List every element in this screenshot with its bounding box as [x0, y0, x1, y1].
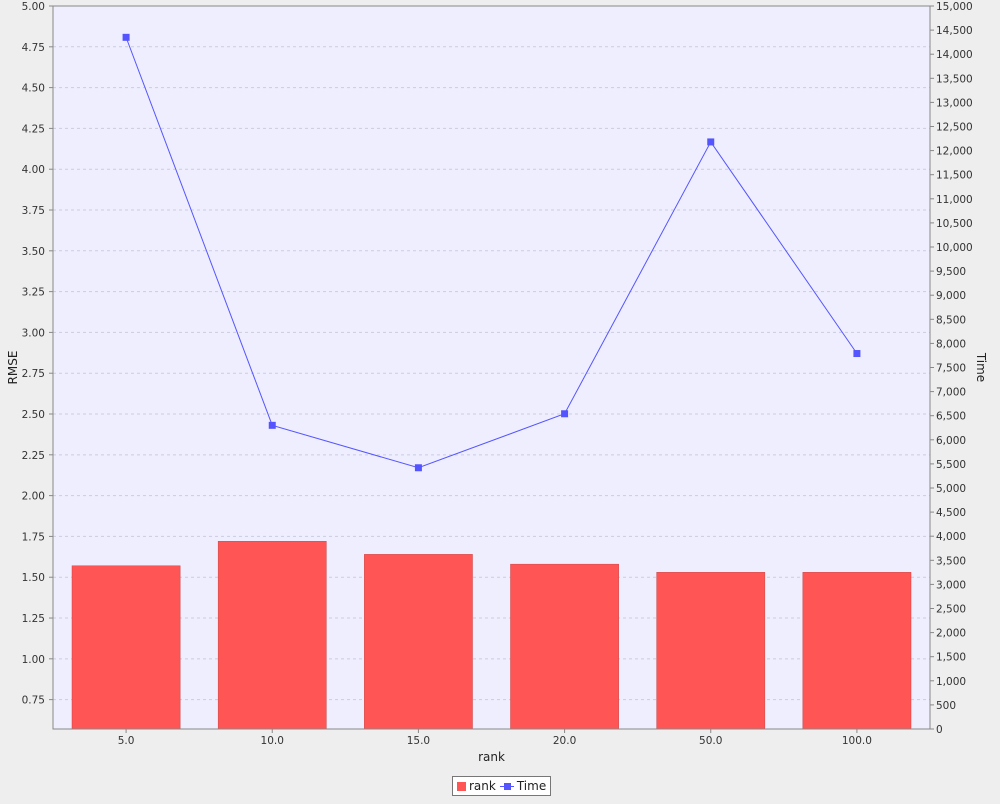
y-tick-label: 4.25	[22, 123, 45, 135]
y-tick-label: 1.00	[22, 654, 45, 666]
y2-tick-label: 8,000	[936, 338, 966, 350]
line-point	[853, 350, 861, 358]
y2-tick-label: 13,500	[936, 73, 973, 85]
y2-tick-label: 5,500	[936, 459, 966, 471]
legend-label-time: Time	[516, 779, 547, 793]
y-tick-label: 3.75	[22, 205, 45, 217]
x-tick-label: 5.0	[118, 735, 135, 747]
line-point	[414, 464, 422, 472]
bar	[802, 572, 912, 730]
y-tick-label: 2.25	[22, 450, 45, 462]
y-axis-label: RMSE	[6, 351, 20, 385]
y2-tick-label: 11,500	[936, 170, 973, 182]
y2-tick-label: 8,500	[936, 314, 966, 326]
y2-axis-label: Time	[974, 352, 988, 382]
y2-tick-label: 3,500	[936, 555, 966, 567]
y2-tick-label: 6,000	[936, 435, 966, 447]
x-tick-label: 15.0	[407, 735, 430, 747]
y2-tick-label: 10,500	[936, 218, 973, 230]
y2-tick-label: 13,000	[936, 97, 973, 109]
y-tick-label: 0.75	[22, 695, 45, 707]
line-point	[707, 138, 715, 146]
y2-tick-label: 11,000	[936, 194, 973, 206]
y2-tick-label: 15,000	[936, 1, 973, 13]
y2-tick-label: 10,000	[936, 242, 973, 254]
y2-tick-label: 5,000	[936, 483, 966, 495]
y-tick-label: 2.50	[22, 409, 45, 421]
x-tick-label: 100.0	[842, 735, 872, 747]
line-series	[122, 33, 861, 472]
x-axis-label: rank	[478, 750, 505, 764]
y2-tick-label: 12,500	[936, 122, 973, 134]
y2-tick-label: 1,000	[936, 676, 966, 688]
y2-tick-label: 7,000	[936, 387, 966, 399]
time-line	[125, 37, 858, 469]
bar	[364, 554, 473, 730]
y-tick-label: 4.75	[22, 42, 45, 54]
line-point	[268, 421, 276, 429]
legend-label-rank: rank	[469, 779, 496, 793]
bar	[71, 565, 181, 730]
y-tick-label: 3.00	[22, 327, 45, 339]
y2-tick-label: 4,500	[936, 507, 966, 519]
plot-area	[53, 6, 930, 729]
x-tick-label: 50.0	[699, 735, 722, 747]
x-tick-label: 10.0	[261, 735, 284, 747]
x-axis: 5.0 10.0 15.0 20.0 50.0 100.0	[118, 729, 872, 747]
line-point	[122, 33, 130, 41]
bar-swatch-icon	[457, 781, 466, 791]
y2-tick-label: 9,500	[936, 266, 966, 278]
bar-series	[71, 541, 912, 730]
y2-tick-label: 9,000	[936, 290, 966, 302]
y2-tick-label: 0	[936, 724, 943, 736]
left-axis: 0.75 1.00 1.25 1.50 1.75 2.00 2.25 2.50 2.75 3.00…	[22, 1, 53, 707]
grid-lines	[53, 5, 930, 701]
y-tick-label: 4.50	[22, 83, 45, 95]
bar	[217, 541, 327, 730]
y2-tick-label: 14,500	[936, 25, 973, 37]
legend: rank Time	[452, 776, 552, 796]
y2-tick-label: 7,500	[936, 363, 966, 375]
y2-tick-label: 14,000	[936, 49, 973, 61]
y-tick-label: 2.00	[22, 491, 45, 503]
y2-tick-label: 12,000	[936, 146, 973, 158]
legend-item-rank: rank	[457, 779, 496, 793]
y2-tick-label: 4,000	[936, 531, 966, 543]
x-tick-label: 20.0	[553, 735, 576, 747]
line-point	[561, 410, 569, 418]
y2-tick-label: 1,500	[936, 652, 966, 664]
y-tick-label: 1.25	[22, 613, 45, 625]
legend-item-time: Time	[499, 779, 547, 793]
y-tick-label: 5.00	[22, 1, 45, 13]
y2-tick-label: 6,500	[936, 411, 966, 423]
bar	[656, 572, 766, 730]
y-tick-label: 3.25	[22, 287, 45, 299]
y-tick-label: 1.50	[22, 572, 45, 584]
bar	[510, 563, 619, 730]
y-tick-label: 4.00	[22, 164, 45, 176]
y-tick-label: 2.75	[22, 368, 45, 380]
right-axis: 0 500 1,000 1,500 2,000 2,500 3,000 3,500 4,000 4…	[930, 1, 973, 736]
y2-tick-label: 2,000	[936, 628, 966, 640]
line-marker-swatch-icon	[499, 782, 514, 791]
y-tick-label: 3.50	[22, 246, 45, 258]
y-tick-label: 1.75	[22, 531, 45, 543]
y2-tick-label: 3,000	[936, 579, 966, 591]
y2-tick-label: 2,500	[936, 604, 966, 616]
y2-tick-label: 500	[936, 700, 956, 712]
